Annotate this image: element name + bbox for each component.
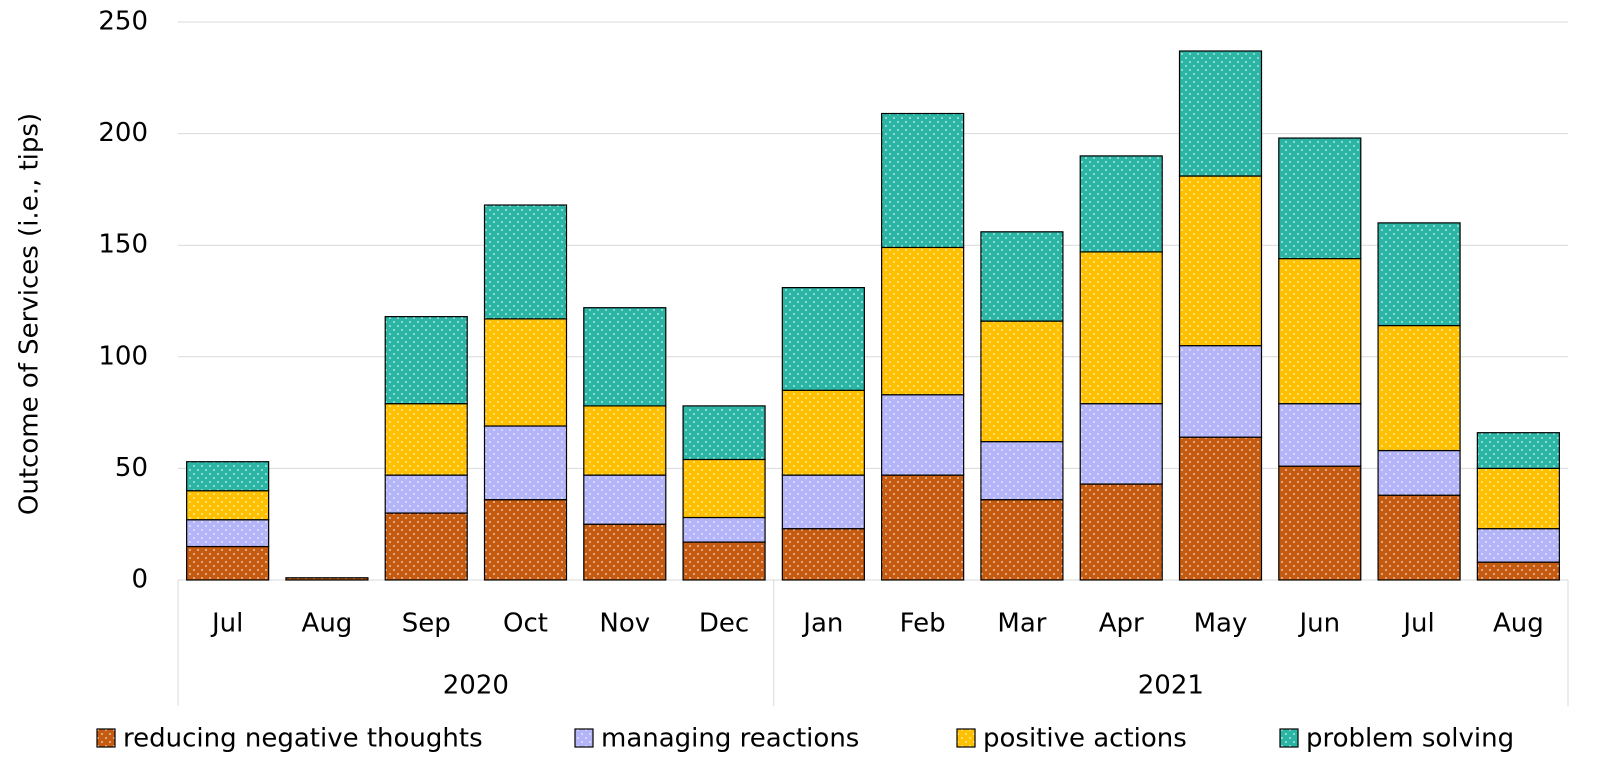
bar-segment xyxy=(583,523,667,581)
bar-segment xyxy=(583,307,667,407)
bar-segment xyxy=(781,389,865,476)
bar-segment xyxy=(682,405,766,461)
bar-segment xyxy=(583,405,667,476)
bar-segment xyxy=(1377,324,1461,452)
bar-segment xyxy=(1079,483,1163,581)
bar-segment xyxy=(881,112,965,249)
legend-label: managing reactions xyxy=(601,724,859,754)
bar-segment xyxy=(881,394,965,476)
bar-segment xyxy=(1278,137,1362,260)
bar-segment xyxy=(1278,465,1362,581)
bar-segment xyxy=(881,474,965,581)
bar-segment xyxy=(1178,345,1263,438)
bar-segment xyxy=(483,318,568,427)
legend-swatch xyxy=(574,728,594,748)
bar-segment xyxy=(781,528,865,581)
bar-segment xyxy=(285,577,369,581)
bar-segment xyxy=(1377,449,1461,496)
group-label: 2021 xyxy=(1138,671,1204,701)
x-tick-label: Jul xyxy=(210,609,243,639)
bar-segment xyxy=(1476,561,1560,581)
y-tick-label: 200 xyxy=(98,118,148,148)
bar-segment xyxy=(1079,403,1163,485)
legend-label: problem solving xyxy=(1306,724,1514,754)
x-tick-label: Nov xyxy=(599,609,650,639)
x-tick-label: Mar xyxy=(997,609,1046,639)
bar-segment xyxy=(980,499,1064,581)
legend-swatch xyxy=(1279,728,1299,748)
x-tick-label: Aug xyxy=(302,609,353,639)
y-tick-label: 250 xyxy=(98,7,148,37)
bar-segment xyxy=(483,425,568,501)
bar-segment xyxy=(881,246,965,396)
bar-segment xyxy=(980,320,1064,443)
x-tick-label: Apr xyxy=(1099,609,1144,639)
y-tick-label: 150 xyxy=(98,230,148,260)
bar-segment xyxy=(682,516,766,543)
bar-segment xyxy=(186,519,270,548)
bar-segment xyxy=(682,541,766,581)
x-tick-label: May xyxy=(1194,609,1248,639)
bar-segment xyxy=(483,499,568,581)
bar-segment xyxy=(682,458,766,519)
bar-segment xyxy=(781,474,865,530)
legend-swatch xyxy=(96,728,116,748)
group-label: 2020 xyxy=(443,671,509,701)
bar-segment xyxy=(1079,155,1163,253)
bar-segment xyxy=(186,545,270,581)
bar-segment xyxy=(1178,175,1263,347)
bar-segment xyxy=(384,316,468,405)
bar-segment xyxy=(186,490,270,521)
bar-segment xyxy=(1079,251,1163,405)
bar-segment xyxy=(384,512,468,581)
bar-segment xyxy=(1278,403,1362,467)
legend-label: reducing negative thoughts xyxy=(123,724,483,754)
bar-segment xyxy=(1178,50,1263,177)
x-tick-label: Jun xyxy=(1297,609,1340,639)
x-tick-label: Aug xyxy=(1493,609,1544,639)
bar-segment xyxy=(1377,222,1461,327)
x-tick-label: Jan xyxy=(801,609,843,639)
bar-segment xyxy=(384,474,468,514)
x-tick-label: Sep xyxy=(402,609,451,639)
bar-segment xyxy=(1377,494,1461,581)
bar-segment xyxy=(1178,436,1263,581)
bar-segment xyxy=(483,204,568,320)
y-tick-label: 100 xyxy=(98,341,148,371)
bar-segment xyxy=(980,231,1064,322)
bar-segment xyxy=(1476,432,1560,469)
bar-segment xyxy=(583,474,667,525)
bar-segment xyxy=(1476,467,1560,530)
bar-segment xyxy=(1476,528,1560,563)
x-tick-label: Feb xyxy=(900,609,946,639)
bar-segment xyxy=(980,441,1064,501)
x-tick-label: Jul xyxy=(1401,609,1434,639)
bar-segment xyxy=(1278,257,1362,405)
bar-segment xyxy=(781,287,865,391)
bar-segment xyxy=(186,461,270,492)
x-tick-label: Oct xyxy=(503,609,548,639)
legend-label: positive actions xyxy=(983,724,1187,754)
y-tick-label: 0 xyxy=(131,565,148,595)
bar-segment xyxy=(384,403,468,476)
x-tick-label: Dec xyxy=(699,609,749,639)
legend-swatch xyxy=(956,728,976,748)
y-axis-label: Outcome of Services (i.e., tips) xyxy=(15,113,45,515)
y-tick-label: 50 xyxy=(115,453,148,483)
